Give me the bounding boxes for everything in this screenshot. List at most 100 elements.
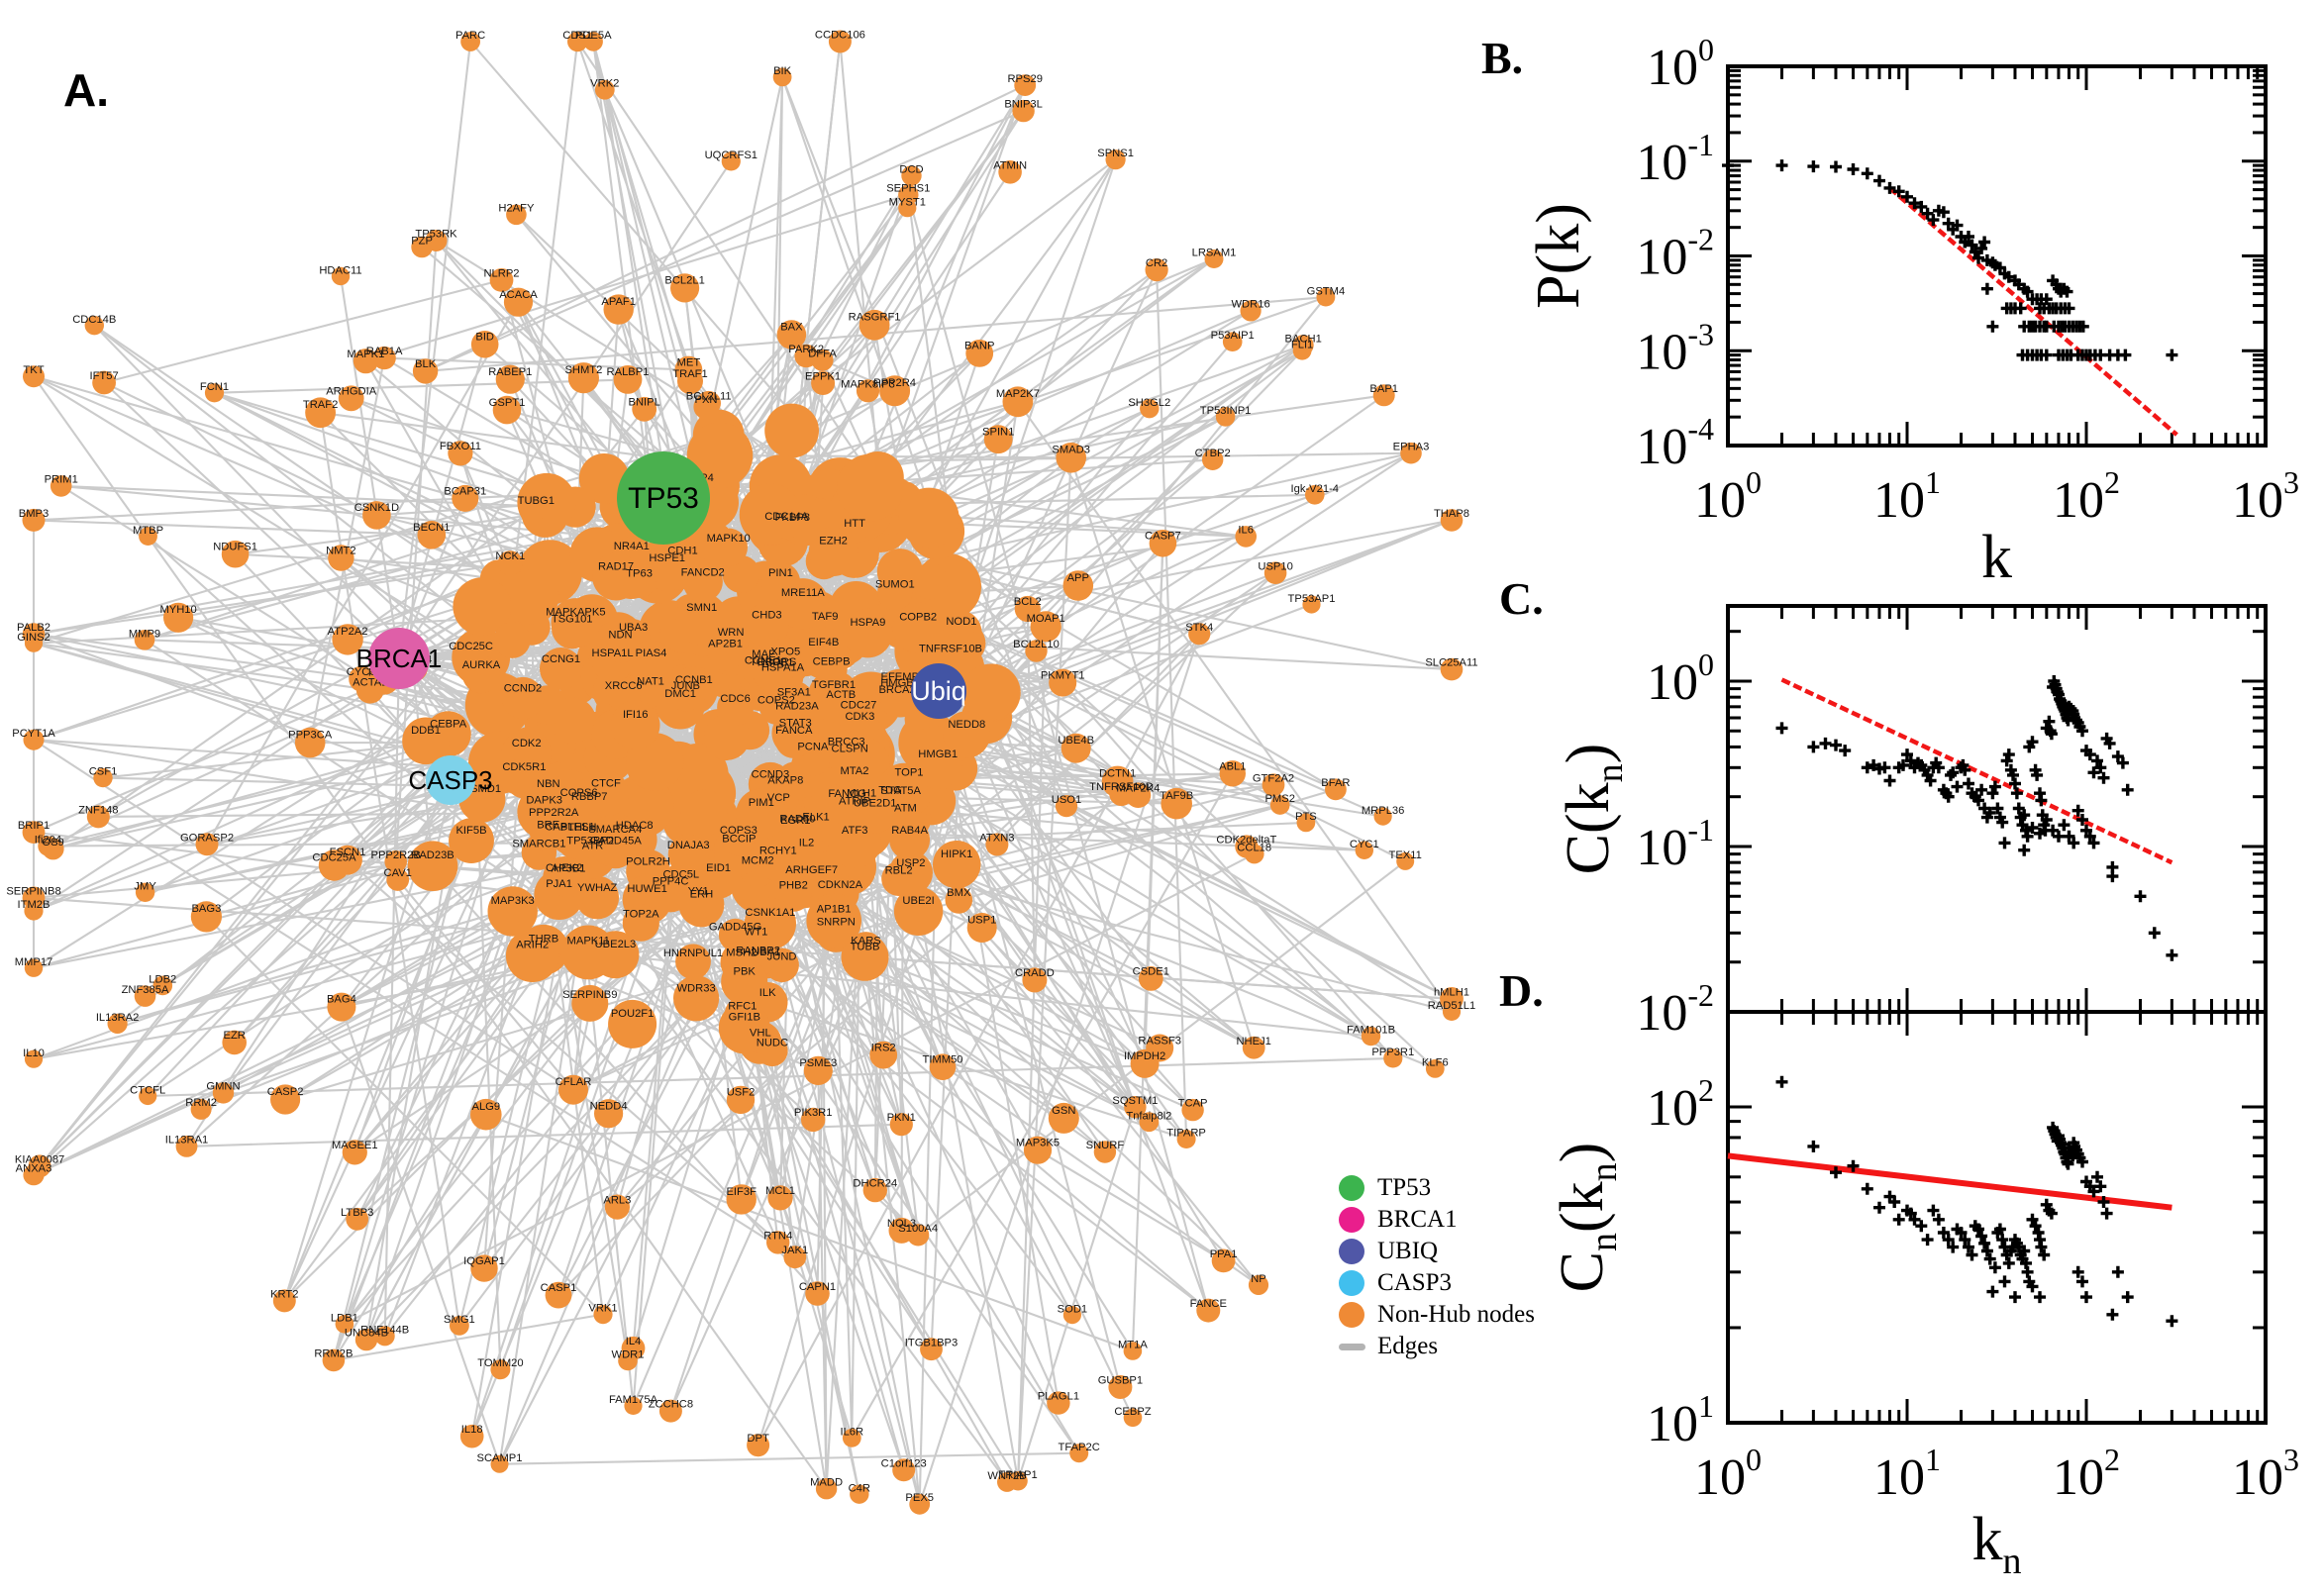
gene-label: CDK2deltaT	[1216, 835, 1276, 847]
network-node	[622, 904, 659, 942]
network-node	[613, 365, 643, 394]
gene-label: EIF4B	[808, 637, 839, 648]
network-node	[1125, 782, 1152, 808]
tick-label: 100	[1694, 1442, 1762, 1506]
gene-label: OS9	[42, 837, 63, 848]
gene-label: BLK	[415, 358, 437, 370]
gene-label: UBE2I	[902, 895, 934, 907]
gene-label: TKT	[23, 364, 44, 376]
network-node	[1361, 1026, 1381, 1047]
network-node	[1023, 1136, 1053, 1164]
network-node	[862, 1177, 887, 1203]
gene-label: POLR2H	[626, 856, 670, 868]
legend-item-brca1: BRCA1	[1339, 1204, 1535, 1236]
gene-label: ATXN3	[979, 833, 1014, 845]
gene-label: JUNB	[671, 680, 700, 692]
network-node	[985, 833, 1009, 856]
network-node	[353, 349, 378, 374]
gene-label: CCNG1	[542, 653, 580, 665]
gene-label: MAP3K3	[491, 895, 535, 907]
network-node	[22, 821, 46, 844]
gene-label: BFAR	[1321, 777, 1350, 789]
network-node	[135, 882, 155, 902]
gene-label: CDS1	[562, 30, 592, 42]
gene-label: CDC6	[720, 693, 750, 705]
tick-label: 101	[1647, 1388, 1714, 1452]
gene-label: GADD45A	[590, 836, 643, 848]
gene-label: CEBPB	[813, 656, 851, 668]
gene-label: IQGAP1	[463, 1255, 505, 1267]
gene-label: UNC84B	[345, 1328, 388, 1340]
network-node	[1055, 795, 1078, 818]
tick-label: 10-4	[1636, 411, 1714, 475]
gene-label: WDR1	[612, 1349, 645, 1361]
gene-label: ZNF148	[78, 805, 118, 817]
network-node	[766, 1231, 790, 1254]
gene-label: BRE	[537, 820, 559, 832]
network-node	[346, 1207, 369, 1231]
network-node	[998, 160, 1022, 184]
gene-label: ARL3	[603, 1194, 631, 1206]
gene-label: TUBG1	[518, 495, 555, 507]
network-node	[24, 958, 44, 977]
network-node	[560, 925, 616, 980]
network-node	[1425, 1059, 1445, 1078]
gene-label: KARS	[851, 935, 880, 947]
x-axis-title-B: k	[1981, 524, 2012, 591]
gene-label: ITGB1BP3	[905, 1337, 958, 1348]
gene-label: CDK5R1	[502, 761, 546, 773]
network-node	[707, 634, 744, 671]
gene-label: CASP1	[541, 1282, 577, 1294]
legend-item-tp53: TP53	[1339, 1172, 1535, 1204]
gene-label: CDC14B	[72, 314, 116, 326]
gene-label: RANBP2	[736, 946, 780, 957]
gene-label: CSNK1A1	[745, 907, 795, 919]
gene-label: BAX	[780, 322, 803, 334]
gene-label: CASP7	[1145, 531, 1181, 543]
network-node	[355, 675, 384, 704]
legend-item-ubiq: UBIQ	[1339, 1236, 1535, 1267]
network-node	[1222, 332, 1243, 352]
network-node-labels: MCM2 CDC6 COPS6 SNRPN BCCIP CCNB1 CDK3 CCND2 COP…	[6, 30, 1477, 1505]
gene-label: MRE11A	[781, 587, 825, 599]
legend-item-edges: Edges	[1339, 1331, 1535, 1362]
network-node	[452, 484, 479, 512]
gene-label: USP10	[1258, 560, 1292, 572]
gene-label: SPNS1	[1097, 148, 1134, 159]
hub-node-brca1: BRCA1	[356, 628, 442, 689]
gene-label: CLSPN	[832, 744, 868, 755]
gene-label: SPIN1	[982, 426, 1014, 438]
network-node	[152, 975, 173, 996]
network-node	[567, 31, 588, 52]
gene-label: COPS2	[758, 694, 795, 706]
gene-label: FANCA	[775, 725, 813, 737]
gene-label: BCCIP	[722, 834, 756, 846]
gene-label: PIM1	[749, 797, 774, 809]
gene-label: CEBPA	[430, 718, 467, 730]
gene-label: PDE5A	[575, 30, 612, 42]
network-node	[1056, 443, 1086, 473]
gene-label: RAB1A	[366, 346, 403, 357]
network-node	[294, 727, 326, 758]
gene-label: RTN4	[763, 1230, 792, 1242]
network-node	[204, 383, 225, 403]
hub-circle-tp53	[617, 451, 710, 545]
network-node	[965, 340, 994, 367]
network-node	[493, 622, 531, 658]
network-node	[811, 371, 836, 395]
network-node	[1123, 1408, 1143, 1428]
tick-label: 10-2	[1636, 222, 1714, 286]
gene-label: SERPINB9	[562, 989, 617, 1001]
network-node	[686, 422, 754, 489]
gene-label: TEX11	[1389, 849, 1422, 861]
gene-label: APP	[1067, 572, 1089, 584]
gene-label: RASSF3	[1138, 1035, 1181, 1047]
network-node	[649, 869, 692, 913]
panel-b-label: B.	[1481, 33, 1524, 83]
gene-label: CDC25C	[449, 641, 493, 652]
network-node	[892, 1458, 916, 1482]
network-node	[1248, 1274, 1269, 1295]
network-node	[829, 737, 871, 780]
gene-label: PCNA	[797, 742, 829, 753]
gene-label: ELK1	[802, 812, 829, 824]
